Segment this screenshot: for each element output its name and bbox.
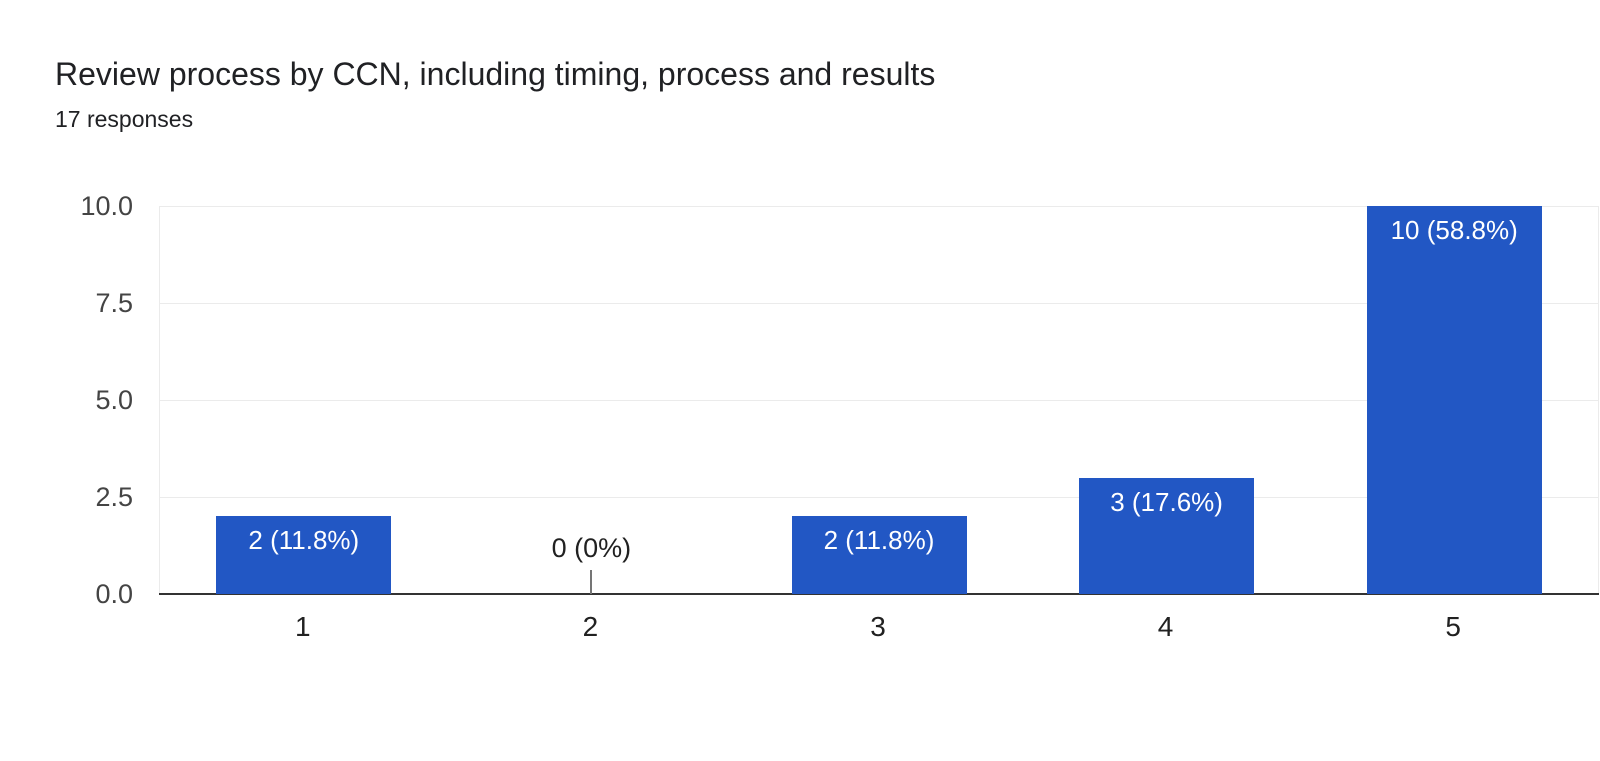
bar-value-label: 3 (17.6%) (1110, 486, 1223, 517)
bar-4[interactable] (1079, 477, 1255, 594)
gridline (160, 399, 1598, 401)
y-tick-label: 0.0 (95, 579, 133, 609)
bar-value-label: 10 (58.8%) (1390, 215, 1518, 245)
x-tick-label-4: 4 (1157, 611, 1174, 642)
bar-value-label: 2 (11.8%) (823, 525, 935, 556)
gridline (160, 496, 1598, 498)
y-tick-label: 5.0 (95, 385, 133, 415)
y-tick-label: 10.0 (80, 191, 133, 221)
zero-value-stem (590, 570, 593, 594)
x-tick-label-5: 5 (1445, 611, 1461, 642)
response-count: 17 responses (55, 106, 194, 132)
bar-1[interactable] (216, 516, 392, 594)
x-tick-label-1: 1 (295, 611, 311, 642)
y-tick-label: 7.5 (95, 288, 133, 318)
gridline (160, 206, 1598, 207)
gridline (160, 302, 1598, 304)
x-tick-label-2: 2 (582, 611, 599, 642)
x-tick-label-3: 3 (870, 611, 886, 642)
bar-value-label: 2 (11.8%) (248, 525, 360, 556)
bar-3[interactable] (791, 516, 967, 594)
chart-title: Review process by CCN, including timing,… (55, 56, 936, 92)
x-axis-line (159, 593, 1599, 595)
plot-area: 2 (11.8%) 0 (0%) 2 (11.8%) 3 (17.6%) 10 (58.… (159, 206, 1599, 595)
y-tick-label: 2.5 (95, 482, 133, 512)
bar-5[interactable] (1366, 206, 1542, 594)
bar-value-label: 0 (0%) (551, 533, 632, 563)
